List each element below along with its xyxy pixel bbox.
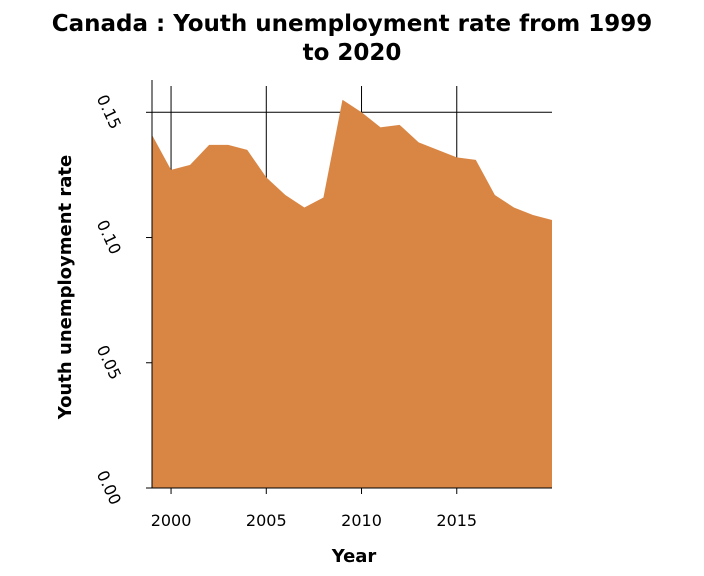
axes	[146, 80, 552, 494]
plot-area	[152, 99, 552, 489]
x-tick-label: 2010	[341, 511, 382, 530]
y-tick-label: 0.05	[93, 342, 125, 382]
chart-title: Canada : Youth unemployment rate from 19…	[51, 11, 653, 66]
y-tick-label: 0.00	[93, 467, 125, 507]
y-tick-label: 0.15	[93, 92, 125, 132]
x-tick-label: 2015	[436, 511, 477, 530]
x-axis-label: Year	[331, 546, 377, 567]
y-axis-label: Youth unemployment rate	[55, 155, 76, 420]
x-tick-label: 2000	[151, 511, 192, 530]
x-tick-label: 2005	[246, 511, 287, 530]
y-tick-label: 0.10	[93, 217, 125, 257]
area-series	[152, 99, 552, 489]
